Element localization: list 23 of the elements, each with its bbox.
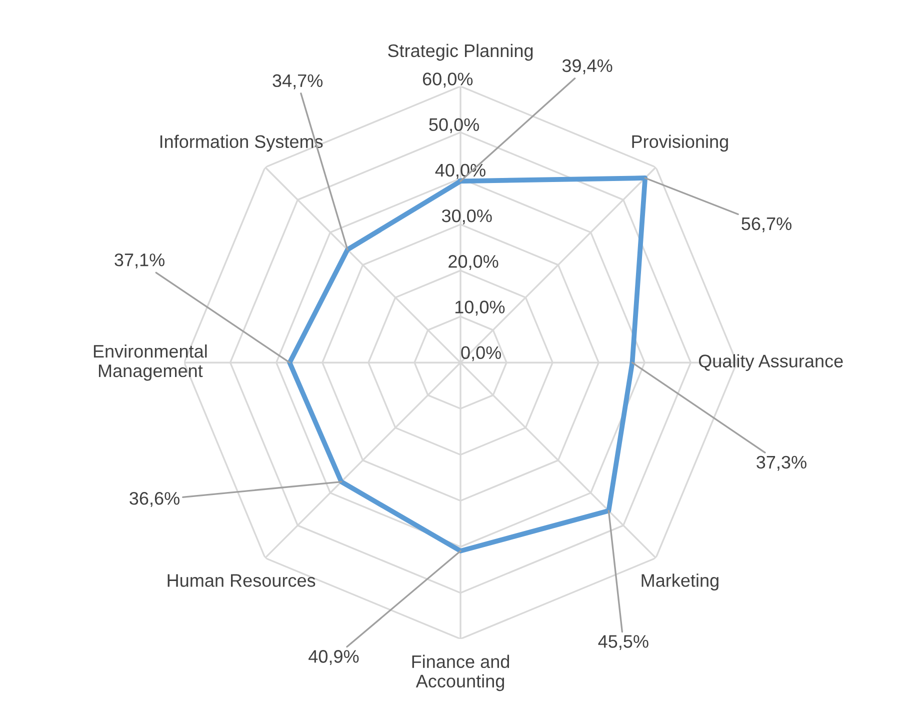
y-tick-label: 0,0% (461, 346, 502, 362)
spoke-label: Marketing (642, 574, 718, 590)
data-label: 39,4% (562, 59, 612, 74)
data-label: 37,1% (114, 254, 164, 268)
y-tick-label: 30,0% (442, 209, 492, 224)
spoke-label: Quality Assurance (698, 354, 843, 372)
data-label: 56,7% (742, 217, 792, 232)
data-label: 34,7% (272, 74, 323, 90)
spoke-label: Human Resources (168, 574, 316, 587)
spoke-label: Information Systems (160, 134, 323, 152)
data-label: 37,3% (756, 456, 806, 471)
data-label: 45,5% (598, 635, 648, 650)
data-label: 36,6% (130, 492, 180, 507)
spoke-label: Strategic Planning (388, 44, 533, 61)
y-tick-label: 20,0% (448, 255, 498, 270)
spoke-label: Environmental Management (94, 344, 207, 381)
y-tick-label: 60,0% (422, 72, 473, 88)
data-label: 40,9% (308, 650, 359, 665)
spoke-label: Provisioning (632, 134, 728, 152)
y-tick-label: 10,0% (455, 300, 505, 316)
y-tick-label: 50,0% (429, 118, 480, 134)
spoke-label: Finance and Accounting (412, 654, 510, 692)
y-tick-label: 40,0% (435, 164, 486, 179)
